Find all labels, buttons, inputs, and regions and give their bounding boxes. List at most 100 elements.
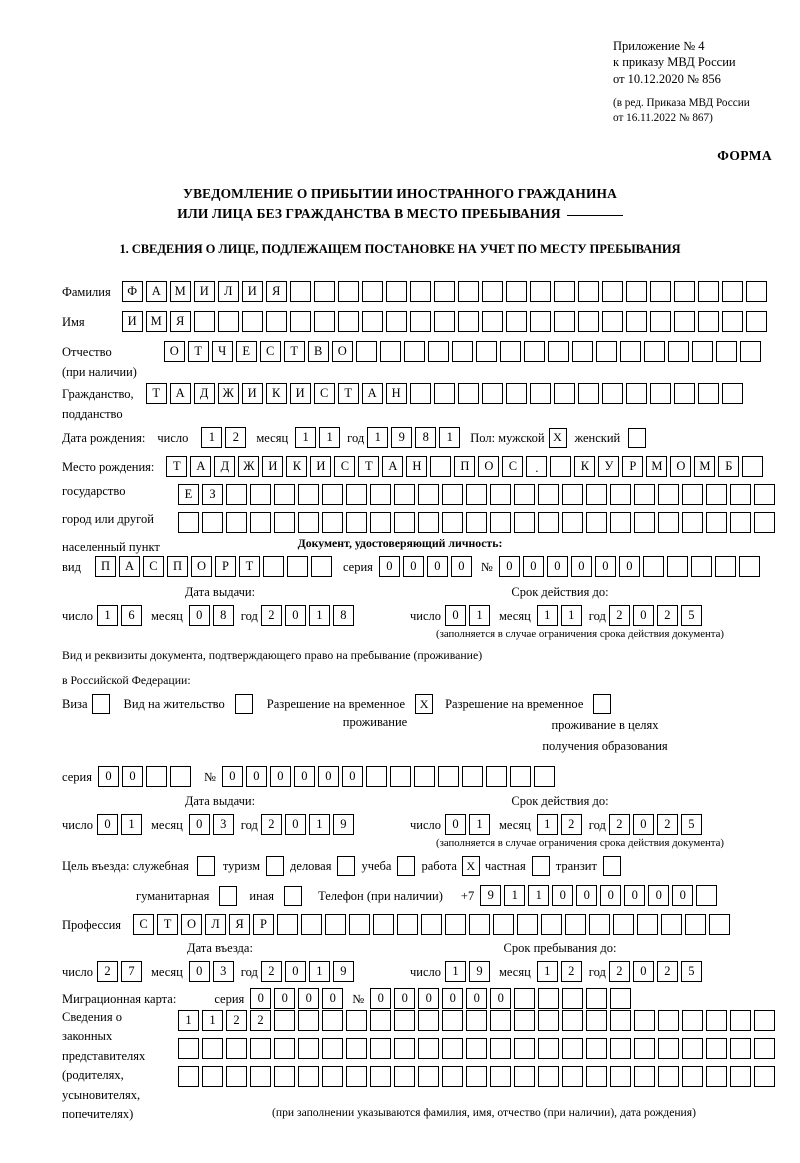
cell[interactable]	[178, 1066, 199, 1087]
cell[interactable]: 9	[469, 961, 491, 982]
temp-edu-checkbox[interactable]	[593, 694, 612, 714]
cell[interactable]	[586, 1038, 607, 1059]
cell[interactable]: З	[202, 484, 223, 505]
cell[interactable]: 1	[469, 814, 491, 835]
cell[interactable]	[529, 311, 551, 332]
cell[interactable]	[409, 311, 431, 332]
cell[interactable]	[409, 383, 431, 404]
cell[interactable]: А	[382, 456, 404, 477]
cell[interactable]: 0	[274, 988, 296, 1009]
cell[interactable]	[610, 512, 631, 533]
cell[interactable]: 2	[608, 814, 630, 835]
cell[interactable]	[241, 311, 263, 332]
cell[interactable]: 1	[536, 961, 558, 982]
cell[interactable]	[586, 1066, 607, 1087]
cell[interactable]: И	[193, 281, 215, 302]
cell[interactable]: О	[670, 456, 692, 477]
cell[interactable]	[538, 1066, 559, 1087]
cell[interactable]: 0	[221, 766, 243, 787]
cell[interactable]	[745, 311, 767, 332]
cell[interactable]	[625, 281, 647, 302]
cell[interactable]	[610, 1066, 631, 1087]
cell[interactable]: 2	[656, 961, 678, 982]
cell[interactable]	[262, 556, 284, 577]
cell[interactable]: 0	[121, 766, 143, 787]
cell[interactable]: С	[259, 341, 281, 362]
cell[interactable]: 0	[97, 814, 119, 835]
cell[interactable]: 0	[546, 556, 568, 577]
cell[interactable]: 0	[498, 556, 520, 577]
cell[interactable]: К	[286, 456, 308, 477]
sex-male-checkbox[interactable]: X	[548, 427, 567, 448]
residence-permit-checkbox[interactable]	[234, 694, 253, 714]
cell[interactable]	[337, 281, 359, 302]
cell[interactable]	[389, 766, 411, 787]
cell[interactable]	[610, 988, 632, 1009]
cell[interactable]: 0	[600, 885, 622, 906]
cell[interactable]	[217, 311, 239, 332]
cell[interactable]: 0	[632, 814, 654, 835]
cell[interactable]: 0	[594, 556, 616, 577]
cell[interactable]	[697, 281, 719, 302]
cell[interactable]: С	[334, 456, 356, 477]
cell[interactable]	[289, 281, 311, 302]
cell[interactable]	[499, 341, 521, 362]
cell[interactable]: И	[241, 383, 263, 404]
cell[interactable]	[586, 1010, 607, 1031]
cell[interactable]: 1	[445, 961, 467, 982]
cell[interactable]: К	[574, 456, 596, 477]
cell[interactable]: 1	[308, 961, 330, 982]
cell[interactable]	[730, 484, 751, 505]
cell[interactable]	[634, 484, 655, 505]
cell[interactable]	[250, 1066, 271, 1087]
cell[interactable]	[666, 556, 688, 577]
cell[interactable]	[418, 1010, 439, 1031]
cell[interactable]: 1	[536, 605, 558, 626]
purpose-transit-checkbox[interactable]	[602, 856, 621, 876]
cell[interactable]	[397, 914, 419, 935]
cell[interactable]	[673, 311, 695, 332]
cell[interactable]: С	[502, 456, 524, 477]
cell[interactable]: 0	[618, 556, 640, 577]
cell[interactable]	[289, 311, 311, 332]
cell[interactable]: Т	[187, 341, 209, 362]
cell[interactable]	[365, 766, 387, 787]
cell[interactable]	[682, 1010, 703, 1031]
cell[interactable]	[538, 1010, 559, 1031]
cell[interactable]	[505, 281, 527, 302]
cell[interactable]	[274, 512, 295, 533]
cell[interactable]	[529, 281, 551, 302]
cell[interactable]: Я	[229, 914, 251, 935]
purpose-humanitarian-checkbox[interactable]	[219, 885, 238, 906]
cell[interactable]: О	[478, 456, 500, 477]
cell[interactable]	[361, 311, 383, 332]
cell[interactable]: П	[454, 456, 476, 477]
cell[interactable]	[178, 1038, 199, 1059]
cell[interactable]: Е	[235, 341, 257, 362]
cell[interactable]	[250, 512, 271, 533]
cell[interactable]	[373, 914, 395, 935]
cell[interactable]: .	[526, 456, 548, 477]
cell[interactable]: П	[166, 556, 188, 577]
cell[interactable]	[667, 341, 689, 362]
cell[interactable]: Ж	[217, 383, 239, 404]
cell[interactable]	[709, 914, 731, 935]
cell[interactable]	[457, 281, 479, 302]
cell[interactable]	[586, 988, 608, 1009]
cell[interactable]	[313, 311, 335, 332]
cell[interactable]	[562, 484, 583, 505]
cell[interactable]: 0	[188, 605, 210, 626]
cell[interactable]	[586, 484, 607, 505]
cell[interactable]	[442, 1066, 463, 1087]
cell[interactable]: 0	[269, 766, 291, 787]
cell[interactable]	[274, 484, 295, 505]
cell[interactable]	[690, 556, 712, 577]
cell[interactable]: 1	[97, 605, 119, 626]
cell[interactable]: С	[133, 914, 155, 935]
cell[interactable]	[442, 1038, 463, 1059]
cell[interactable]	[469, 914, 491, 935]
cell[interactable]	[265, 311, 287, 332]
cell[interactable]	[538, 1038, 559, 1059]
cell[interactable]: 0	[284, 814, 306, 835]
cell[interactable]: 1	[202, 1010, 223, 1031]
